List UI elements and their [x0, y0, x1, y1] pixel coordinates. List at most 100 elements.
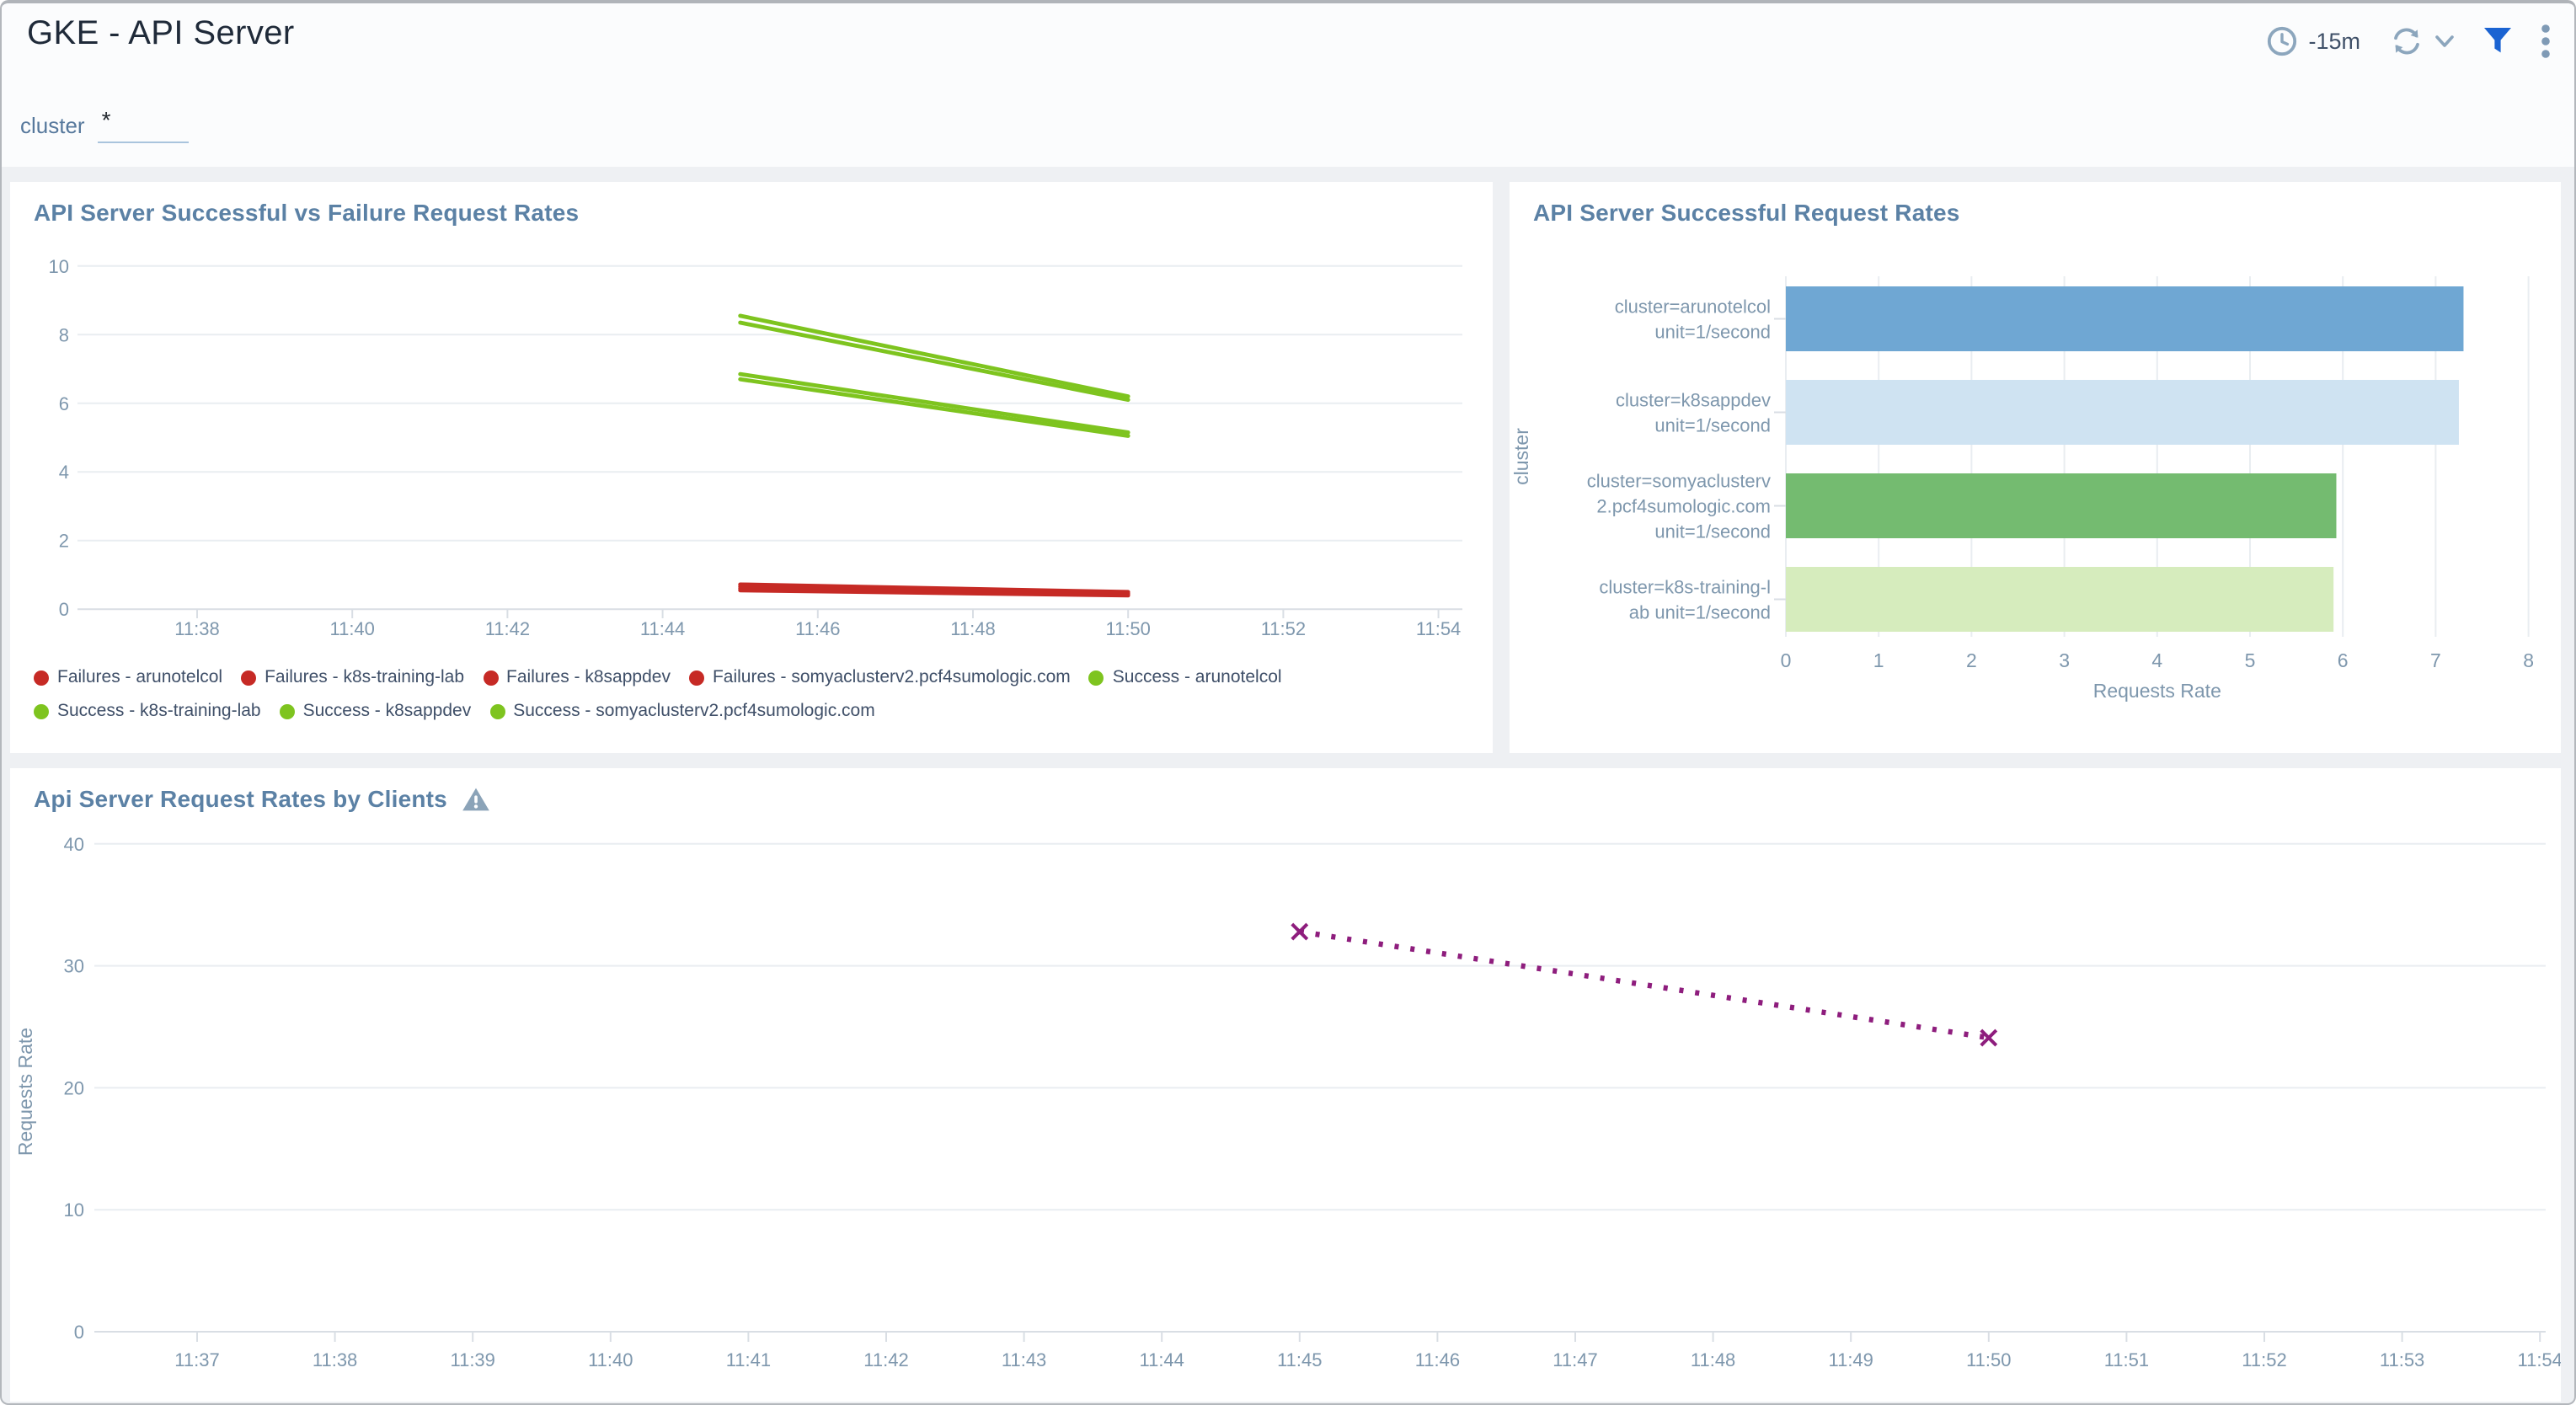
- legend-label: Failures - k8s-training-lab: [265, 667, 465, 687]
- svg-text:11:48: 11:48: [950, 618, 995, 639]
- svg-text:cluster: cluster: [1510, 428, 1532, 485]
- svg-text:11:54: 11:54: [1416, 618, 1461, 639]
- rates-by-clients-chart-canvas[interactable]: 0 10 20 30 40 11:37 11:38 11:39 11:40 11:41 11:42 1…: [10, 825, 2563, 1392]
- successful-rates-chart-canvas[interactable]: 0 1 2 3 4 5 6 7 8 cluster=arunotelcol unit=1/secon…: [1510, 239, 2561, 745]
- page-title: GKE - API Server: [27, 15, 295, 52]
- legend-label: Success - k8sappdev: [302, 701, 472, 721]
- time-range-control[interactable]: -15m: [2266, 24, 2360, 56]
- bar: [1786, 567, 2334, 632]
- svg-text:1: 1: [1873, 649, 1884, 671]
- svg-text:8: 8: [59, 324, 69, 345]
- legend-label: Failures - arunotelcol: [57, 667, 223, 687]
- svg-text:8: 8: [2523, 649, 2534, 671]
- svg-text:11:44: 11:44: [640, 618, 685, 639]
- series-line: [738, 313, 1130, 399]
- svg-text:7: 7: [2430, 649, 2441, 671]
- cluster-filter-label: cluster: [20, 113, 85, 138]
- svg-text:11:40: 11:40: [588, 1349, 633, 1370]
- svg-text:11:54: 11:54: [2517, 1349, 2561, 1370]
- svg-text:11:40: 11:40: [329, 618, 374, 639]
- success-failure-chart-canvas[interactable]: 0 2 4 6 8 10 11:38 11:40 11:42 11:44 11:46 11:48 11:…: [10, 232, 1493, 664]
- svg-text:11:42: 11:42: [485, 618, 530, 639]
- svg-text:11:41: 11:41: [726, 1349, 771, 1370]
- legend-dot-icon: [279, 703, 295, 719]
- legend-item[interactable]: Success - k8s-training-lab: [34, 701, 261, 721]
- svg-text:10: 10: [49, 256, 69, 277]
- legend-dot-icon: [1088, 670, 1104, 685]
- legend-dot-icon: [688, 670, 704, 685]
- panel3-title: Api Server Request Rates by Clients: [34, 785, 491, 812]
- svg-text:11:46: 11:46: [795, 618, 840, 639]
- legend-item[interactable]: Success - k8sappdev: [279, 701, 472, 721]
- header-bar: GKE - API Server -15m: [2, 3, 2574, 167]
- bar: [1786, 473, 2337, 538]
- svg-text:2: 2: [1966, 649, 1977, 671]
- legend-label: Success - k8s-training-lab: [57, 701, 261, 721]
- bar: [1786, 286, 2464, 351]
- chevron-down-icon: [2434, 33, 2455, 48]
- time-range-value: -15m: [2308, 28, 2360, 53]
- legend-dot-icon: [483, 670, 499, 685]
- svg-text:11:43: 11:43: [1002, 1349, 1046, 1370]
- svg-text:11:50: 11:50: [1966, 1349, 2011, 1370]
- legend-item[interactable]: Success - arunotelcol: [1088, 667, 1282, 687]
- panel1-title: API Server Successful vs Failure Request…: [34, 199, 580, 226]
- svg-text:11:37: 11:37: [174, 1349, 219, 1370]
- svg-text:5: 5: [2245, 649, 2256, 671]
- svg-text:0: 0: [1781, 649, 1792, 671]
- svg-text:11:52: 11:52: [1261, 618, 1306, 639]
- series-line: [738, 588, 1130, 598]
- legend-item[interactable]: Success - somyaclusterv2.pcf4sumologic.c…: [489, 701, 875, 721]
- svg-text:11:44: 11:44: [1139, 1349, 1184, 1370]
- x-marker: [1291, 922, 1309, 941]
- filter-row: cluster *: [20, 108, 190, 143]
- refresh-icon: [2389, 24, 2424, 56]
- bar-category-label: cluster=somyaclusterv 2.pcf4sumologic.com…: [1587, 471, 1771, 542]
- svg-text:11:47: 11:47: [1553, 1349, 1597, 1370]
- warning-icon[interactable]: [462, 786, 491, 811]
- svg-text:4: 4: [2151, 649, 2162, 671]
- svg-text:4: 4: [59, 462, 69, 483]
- svg-text:11:48: 11:48: [1691, 1349, 1735, 1370]
- panel-success-vs-failure: API Server Successful vs Failure Request…: [10, 182, 1493, 753]
- clock-icon: [2266, 24, 2298, 56]
- success-failure-line-chart[interactable]: 0 2 4 6 8 10 11:38 11:40 11:42 11:44 11:46 11:48 11:…: [10, 232, 1493, 664]
- svg-text:Requests Rate: Requests Rate: [2093, 680, 2221, 702]
- svg-text:11:38: 11:38: [313, 1349, 357, 1370]
- refresh-control[interactable]: [2389, 24, 2455, 56]
- panel3-title-text: Api Server Request Rates by Clients: [34, 785, 447, 812]
- svg-text:2: 2: [59, 531, 69, 552]
- legend-dot-icon: [489, 703, 505, 719]
- panel2-title: API Server Successful Request Rates: [1533, 199, 1960, 226]
- dotted-series-line: [1299, 928, 1990, 1041]
- svg-text:11:49: 11:49: [1828, 1349, 1873, 1370]
- legend-item[interactable]: Failures - k8s-training-lab: [241, 667, 464, 687]
- filter-icon[interactable]: [2483, 27, 2512, 54]
- svg-text:Requests Rate: Requests Rate: [14, 1028, 36, 1156]
- series-line: [738, 377, 1130, 438]
- legend-label: Success - arunotelcol: [1112, 667, 1282, 687]
- cluster-filter-input[interactable]: *: [98, 108, 190, 143]
- legend-item[interactable]: Failures - arunotelcol: [34, 667, 222, 687]
- legend-dot-icon: [34, 703, 49, 719]
- svg-text:11:38: 11:38: [174, 618, 219, 639]
- svg-text:10: 10: [64, 1199, 84, 1221]
- svg-text:0: 0: [59, 599, 69, 620]
- legend-item[interactable]: Failures - somyaclusterv2.pcf4sumologic.…: [688, 667, 1071, 687]
- legend-item[interactable]: Failures - k8sappdev: [483, 667, 671, 687]
- panel-successful-rates: API Server Successful Request Rates 0 1 2 3…: [1510, 182, 2561, 753]
- svg-text:11:45: 11:45: [1277, 1349, 1322, 1370]
- header-actions: -15m: [2266, 22, 2551, 59]
- series-line: [738, 371, 1130, 435]
- legend-dot-icon: [241, 670, 257, 685]
- svg-text:30: 30: [64, 956, 84, 977]
- kebab-menu-icon[interactable]: [2541, 23, 2551, 58]
- rates-by-clients-chart[interactable]: 0 10 20 30 40 11:37 11:38 11:39 11:40 11:41 11:42 1…: [10, 825, 2563, 1392]
- panel-rates-by-clients: Api Server Request Rates by Clients 0 10 2…: [10, 768, 2563, 1402]
- successful-rates-bar-chart[interactable]: 0 1 2 3 4 5 6 7 8 cluster=arunotelcol unit=1/secon…: [1510, 239, 2561, 745]
- svg-text:11:52: 11:52: [2242, 1349, 2286, 1370]
- legend-label: Failures - somyaclusterv2.pcf4sumologic.…: [712, 667, 1071, 687]
- bar-category-label: cluster=arunotelcol unit=1/second: [1615, 296, 1771, 343]
- svg-text:6: 6: [59, 393, 69, 414]
